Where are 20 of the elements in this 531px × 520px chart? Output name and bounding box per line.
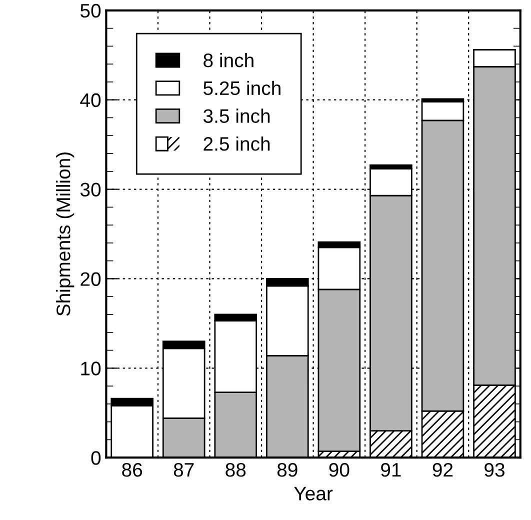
x-tick-label: 88 xyxy=(226,462,246,477)
y-tick-label: 20 xyxy=(80,272,101,286)
y-tick-label: 50 xyxy=(80,4,101,18)
y-tick-label: 0 xyxy=(91,451,101,465)
legend-label: 5.25 inch xyxy=(204,80,280,96)
x-axis-title: Year xyxy=(294,486,333,500)
x-tick-label: 91 xyxy=(381,462,401,477)
legend-label: 3.5 inch xyxy=(203,108,270,123)
x-tick-label: 89 xyxy=(277,462,298,477)
y-tick-label: 10 xyxy=(81,362,101,376)
x-tick-label: 92 xyxy=(432,462,453,477)
x-tick-label: 87 xyxy=(174,462,194,477)
legend-label: 2.5 inch xyxy=(204,136,270,151)
legend-label: 8 inch xyxy=(204,52,254,68)
y-tick-label: 30 xyxy=(80,182,101,197)
x-tick-label: 86 xyxy=(122,462,142,477)
y-tick-label: 40 xyxy=(80,93,101,108)
x-tick-label: 93 xyxy=(484,462,504,477)
y-axis-title: Shipments (Million) xyxy=(56,152,74,316)
x-tick-label: 90 xyxy=(329,462,350,477)
